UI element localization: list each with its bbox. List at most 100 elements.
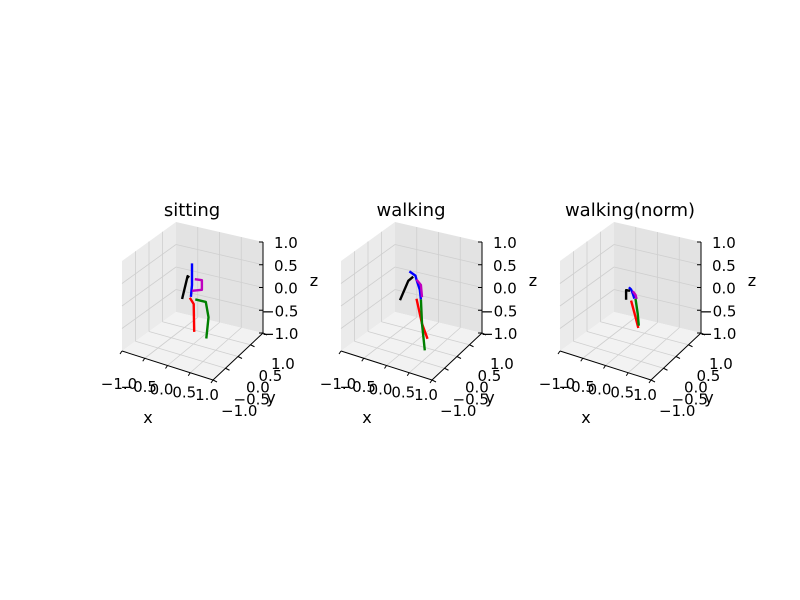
z-tick-label: −1.0 <box>262 325 298 343</box>
series-left-arm <box>180 275 190 300</box>
z-tick-label: 0.0 <box>712 280 736 298</box>
z-axis-label: z <box>310 271 318 290</box>
y-tick-label: 1.0 <box>271 355 295 373</box>
grid-line <box>559 266 615 307</box>
grid-line <box>613 266 702 288</box>
x-tick-label: −0.5 <box>559 378 595 396</box>
y-tick-label: 1.0 <box>490 355 514 373</box>
x-tick <box>580 357 584 362</box>
series-right-leg <box>634 298 640 326</box>
x-tick <box>384 365 387 369</box>
chart-title: sitting <box>164 200 220 221</box>
grid-line <box>189 327 242 374</box>
y-tick <box>456 356 462 359</box>
z-tick-label: −0.5 <box>262 302 298 320</box>
grid-line <box>605 322 658 366</box>
y-tick <box>212 379 218 383</box>
pane-floor <box>341 312 482 380</box>
x-tick <box>119 350 123 355</box>
x-tick <box>142 357 146 362</box>
grid-line <box>627 327 680 374</box>
x-tick <box>210 379 214 384</box>
x-tick-label: 1.0 <box>414 386 438 404</box>
y-tick-label: 0.0 <box>246 379 270 397</box>
series-right-leg <box>419 299 426 351</box>
y-tick <box>700 332 706 336</box>
y-axis-label: y <box>266 388 275 407</box>
x-tick <box>603 365 606 369</box>
z-axis-label: z <box>748 271 756 290</box>
chart-title: walking <box>376 200 445 221</box>
grid-line <box>340 289 396 329</box>
series-left-leg <box>188 297 196 332</box>
series-head-spine <box>189 263 194 298</box>
y-axis-label: y <box>704 388 713 407</box>
y-tick <box>469 344 474 348</box>
y-tick-label: 0.5 <box>478 367 502 385</box>
y-tick <box>675 356 681 359</box>
x-tick-label: 1.0 <box>195 386 219 404</box>
x-tick <box>557 350 561 355</box>
z-tick-label: 0.0 <box>274 280 298 298</box>
grid-line <box>386 322 439 366</box>
x-tick-label: −1.0 <box>539 375 575 393</box>
x-tick-label: −1.0 <box>320 375 356 393</box>
y-tick <box>481 332 487 336</box>
x-tick <box>406 372 410 377</box>
z-tick-label: −0.5 <box>700 302 736 320</box>
y-tick-label: 0.0 <box>684 379 708 397</box>
z-tick-label: 1.0 <box>493 234 517 252</box>
z-tick-label: −1.0 <box>700 325 736 343</box>
y-tick-label: 0.0 <box>465 379 489 397</box>
z-axis-label: z <box>529 271 537 290</box>
y-tick <box>650 379 656 383</box>
series-right-leg <box>195 298 210 339</box>
y-tick-label: 0.5 <box>697 367 721 385</box>
y-tick-label: −0.5 <box>453 390 489 408</box>
pane-floor <box>560 312 701 380</box>
subplot-2: −1.0−0.50.00.51.0−1.0−0.50.00.51.01.00.5… <box>539 200 756 427</box>
y-tick-label: −0.5 <box>672 390 708 408</box>
y-tick <box>262 332 268 336</box>
x-tick <box>338 350 342 355</box>
grid-line <box>121 289 177 329</box>
x-tick <box>625 372 629 377</box>
grid-line <box>340 266 396 307</box>
grid-line <box>121 266 177 307</box>
y-tick-label: −1.0 <box>440 402 476 420</box>
x-tick-label: −0.5 <box>121 378 157 396</box>
z-tick-label: 1.0 <box>712 234 736 252</box>
grid-line <box>175 266 264 288</box>
grid-line <box>167 322 220 366</box>
y-tick-label: −1.0 <box>221 402 257 420</box>
x-tick <box>648 379 652 384</box>
series-left-arm <box>624 289 631 300</box>
x-tick-label: 0.5 <box>610 383 634 401</box>
x-tick-label: 0.5 <box>172 383 196 401</box>
y-tick <box>688 344 693 348</box>
series-right-arm <box>631 290 638 300</box>
y-axis-label: y <box>485 388 494 407</box>
series-right-arm <box>191 278 204 292</box>
grid-line <box>600 321 689 346</box>
z-tick-label: 0.5 <box>712 257 736 275</box>
x-tick <box>165 365 168 369</box>
y-tick <box>250 344 255 348</box>
subplot-1: −1.0−0.50.00.51.0−1.0−0.50.00.51.01.00.5… <box>320 200 537 427</box>
x-tick-label: 1.0 <box>633 386 657 404</box>
pane-floor <box>122 312 263 380</box>
x-axis-label: x <box>581 408 590 427</box>
z-tick-label: −0.5 <box>481 302 517 320</box>
y-tick <box>225 367 230 371</box>
series-left-arm <box>398 275 414 301</box>
y-tick <box>431 379 437 383</box>
series-head-spine <box>628 286 636 299</box>
x-tick-label: −1.0 <box>101 375 137 393</box>
x-tick <box>361 357 365 362</box>
y-tick-label: −1.0 <box>659 402 695 420</box>
x-tick <box>187 372 191 377</box>
x-tick <box>429 379 433 384</box>
grid-line <box>408 327 461 374</box>
x-tick-label: 0.0 <box>369 381 393 399</box>
